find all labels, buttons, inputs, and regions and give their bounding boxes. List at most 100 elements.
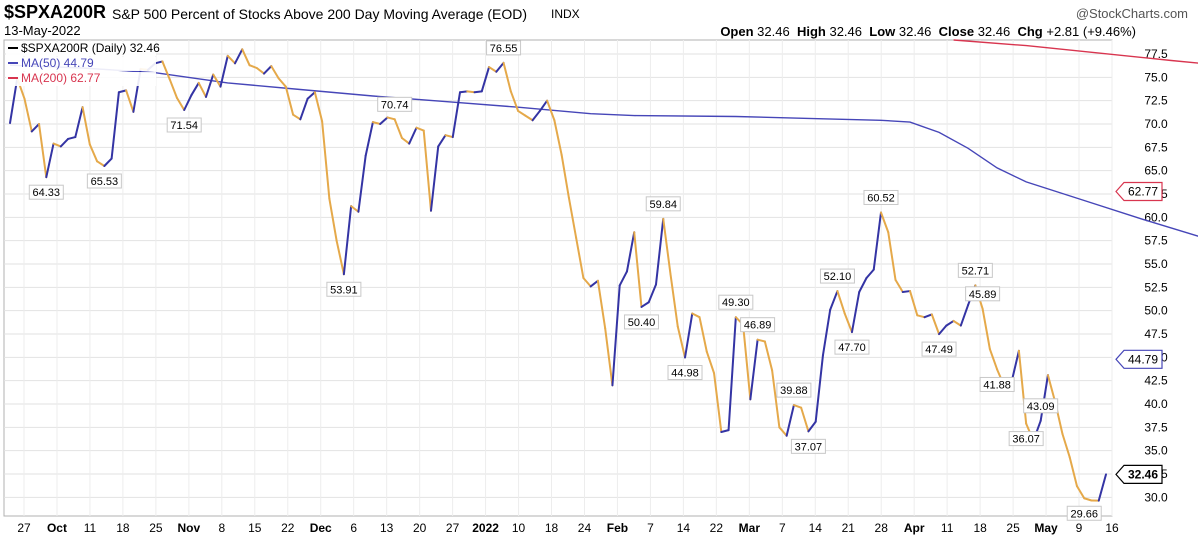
ma200-line: [953, 39, 1198, 64]
price-segment: [502, 61, 512, 93]
y-tick-label: 70.0: [1144, 117, 1168, 131]
price-segment: [226, 54, 237, 65]
price-segment: [771, 369, 781, 429]
price-segment: [38, 123, 48, 179]
annotation-label: 59.84: [649, 199, 677, 211]
annotation-box: [667, 365, 703, 381]
legend-item: MA(50) 44.79: [21, 56, 94, 70]
price-segment: [560, 153, 570, 199]
price-segment: [451, 91, 462, 139]
value-tag-label: 32.46: [1128, 467, 1158, 481]
price-segment: [684, 312, 694, 359]
change-label: Chg: [1017, 24, 1043, 39]
y-tick-label: 47.5: [1144, 327, 1168, 341]
price-segment: [386, 116, 396, 121]
price-segment: [850, 291, 861, 334]
x-tick-label: 2022: [472, 521, 499, 535]
annotation-box: [166, 117, 202, 133]
price-segment: [611, 284, 621, 387]
legend-bg: [6, 42, 156, 56]
price-segment: [284, 85, 295, 116]
price-segment: [212, 73, 222, 88]
price-segment: [930, 313, 941, 336]
price-segment: [488, 66, 498, 73]
annotation-box: [1008, 431, 1044, 447]
price-segment: [800, 406, 810, 433]
price-segment: [45, 142, 55, 179]
y-tick-label: 50.0: [1144, 304, 1168, 318]
price-segment: [81, 106, 91, 146]
price-segment: [371, 121, 382, 125]
x-tick-label: Feb: [607, 521, 628, 535]
price-segment: [567, 196, 578, 239]
price-segment: [1068, 456, 1078, 488]
price-segment: [640, 301, 650, 308]
x-tick-label: Mar: [739, 521, 761, 535]
price-segment: [916, 314, 926, 319]
value-tag-label: 62.77: [1128, 184, 1158, 198]
annotation-box: [957, 262, 993, 278]
legend-bg: [6, 57, 156, 71]
legend-bg: [6, 72, 156, 86]
price-segment: [59, 137, 70, 148]
price-segment: [879, 211, 890, 234]
price-segment: [125, 89, 135, 113]
exchange-label: INDX: [551, 7, 580, 21]
price-segment: [843, 312, 853, 334]
y-tick-label: 77.5: [1144, 47, 1168, 61]
annotation-label: 53.91: [330, 284, 358, 296]
price-segment: [698, 316, 708, 353]
annotation-box: [921, 341, 957, 357]
price-segment: [190, 81, 200, 97]
price-segment: [400, 137, 411, 145]
price-segment: [553, 119, 563, 156]
close-label: Close: [938, 24, 975, 39]
annotation-box: [718, 294, 754, 310]
price-segment: [96, 160, 106, 167]
price-segment: [836, 290, 846, 315]
low-value: 32.46: [898, 24, 932, 39]
annotation-box: [28, 184, 64, 200]
annotation-label: 46.89: [744, 320, 772, 332]
price-segment: [676, 325, 687, 359]
x-tick-label: 27: [17, 521, 31, 535]
price-segment: [364, 121, 374, 157]
y-tick-label: 75.0: [1144, 70, 1168, 84]
value-tag: [1115, 349, 1163, 369]
x-tick-label: 11: [84, 521, 97, 535]
price-segment: [705, 350, 716, 375]
price-segment: [473, 90, 483, 94]
y-tick-label: 42.5: [1144, 374, 1168, 388]
y-tick-label: 65.0: [1144, 164, 1168, 178]
price-segment: [821, 308, 832, 357]
price-segment: [444, 134, 454, 139]
annotation-label: 52.10: [824, 271, 852, 283]
annotation-label: 39.88: [780, 385, 808, 397]
ohlc-readout: Open 32.46 High 32.46 Low 32.46 Close 32…: [720, 24, 1136, 39]
price-segment: [727, 316, 737, 432]
price-segment: [901, 290, 912, 293]
price-segment: [117, 89, 128, 94]
x-tick-label: 14: [677, 521, 691, 535]
annotation-label: 45.89: [969, 289, 997, 301]
price-segment: [575, 236, 585, 279]
price-segment: [429, 145, 440, 212]
price-segment: [204, 73, 215, 98]
price-segment: [321, 120, 331, 200]
y-tick-label: 35.0: [1144, 444, 1168, 458]
x-tick-label: Oct: [47, 521, 67, 535]
price-segment: [981, 307, 991, 351]
price-segment: [168, 78, 178, 99]
price-segment: [517, 109, 527, 117]
price-segment: [154, 60, 164, 65]
price-segment: [480, 66, 491, 93]
annotation-box: [623, 314, 659, 330]
annotation-box: [979, 376, 1015, 392]
price-segment: [466, 90, 476, 94]
price-segment: [1097, 473, 1107, 502]
annotation-label: 43.09: [1027, 401, 1055, 413]
price-segment: [277, 77, 287, 88]
annotation-box: [834, 339, 870, 355]
x-tick-label: 22: [281, 521, 295, 535]
